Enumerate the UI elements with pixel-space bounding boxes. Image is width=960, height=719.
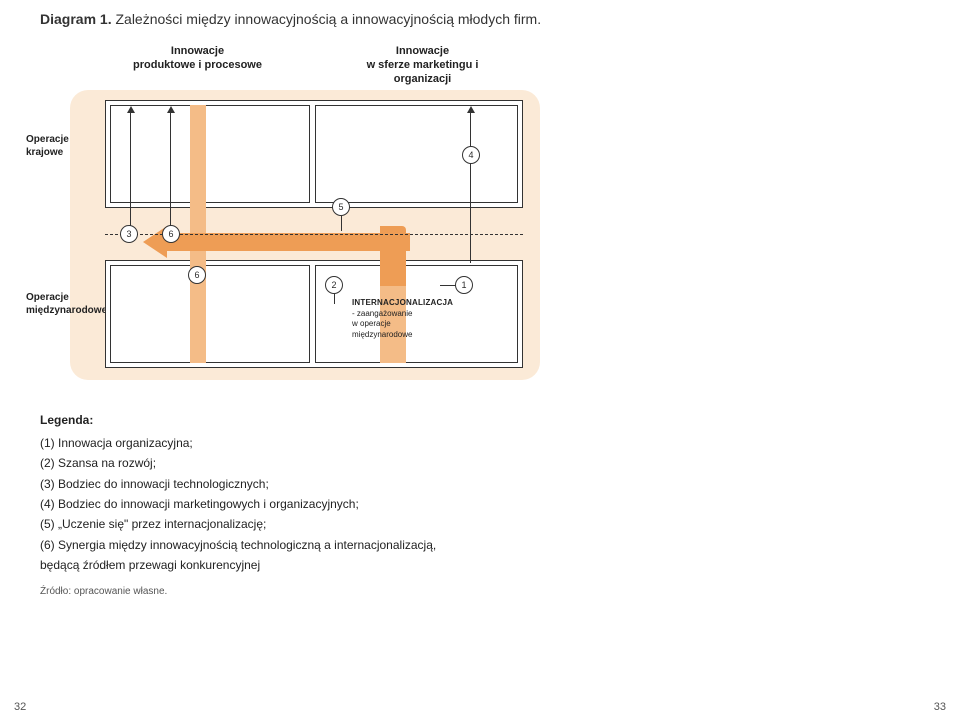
intern-line1: - zaangażowanie xyxy=(352,309,470,319)
quadrant-top-right xyxy=(315,105,518,203)
lead-line-5 xyxy=(341,216,342,231)
arrow-shaft xyxy=(167,233,410,251)
intern-line3: międzynarodowe xyxy=(352,330,470,340)
legend-item: (2) Szansa na rozwój; xyxy=(40,453,920,473)
diagram-title-prefix: Diagram 1. xyxy=(40,11,112,27)
legend-item: (6) Synergia między innowacyjnością tech… xyxy=(40,535,920,555)
marker-3: 3 xyxy=(120,225,138,243)
legend-item: (1) Innowacja organizacyjna; xyxy=(40,433,920,453)
header-left: Innowacje produktowe i procesowe xyxy=(120,44,275,87)
legend-item: (3) Bodziec do innowacji technologicznyc… xyxy=(40,474,920,494)
intern-title: INTERNACJONALIZACJA xyxy=(352,298,470,308)
intern-line2: w operacje xyxy=(352,319,470,329)
up-arrow-4 xyxy=(470,113,471,263)
header-right: Innowacje w sferze marketingu i organiza… xyxy=(345,44,500,87)
source-note: Źródło: opracowanie własne. xyxy=(40,586,920,597)
legend-item: będącą źródłem przewagi konkurencyjnej xyxy=(40,555,920,575)
quadrant-top-left xyxy=(110,105,310,203)
intern-box: INTERNACJONALIZACJA - zaangażowanie w op… xyxy=(352,298,470,340)
lead-line-1 xyxy=(440,285,456,286)
legend: Legenda: (1) Innowacja organizacyjna; (2… xyxy=(40,410,920,575)
diagram-title-rest: Zależności między innowacyjnością a inno… xyxy=(112,11,542,27)
up-arrow-3 xyxy=(130,113,131,228)
up-arrow-6 xyxy=(170,113,171,228)
legend-item: (5) „Uczenie się" przez internacjonaliza… xyxy=(40,514,920,534)
horizontal-arrow xyxy=(143,226,410,258)
marker-5: 5 xyxy=(332,198,350,216)
page-number-left: 32 xyxy=(14,701,26,713)
quadrant-bottom-left xyxy=(110,265,310,363)
diagram: Operacje krajowe Operacje międzynarodowe… xyxy=(70,90,540,380)
legend-item: (4) Bodziec do innowacji marketingowych … xyxy=(40,494,920,514)
diagram-title: Diagram 1. Zależności między innowacyjno… xyxy=(40,10,560,30)
page-number-right: 33 xyxy=(934,701,946,713)
column-headers: Innowacje produktowe i procesowe Innowac… xyxy=(120,44,920,87)
legend-heading: Legenda: xyxy=(40,410,920,430)
